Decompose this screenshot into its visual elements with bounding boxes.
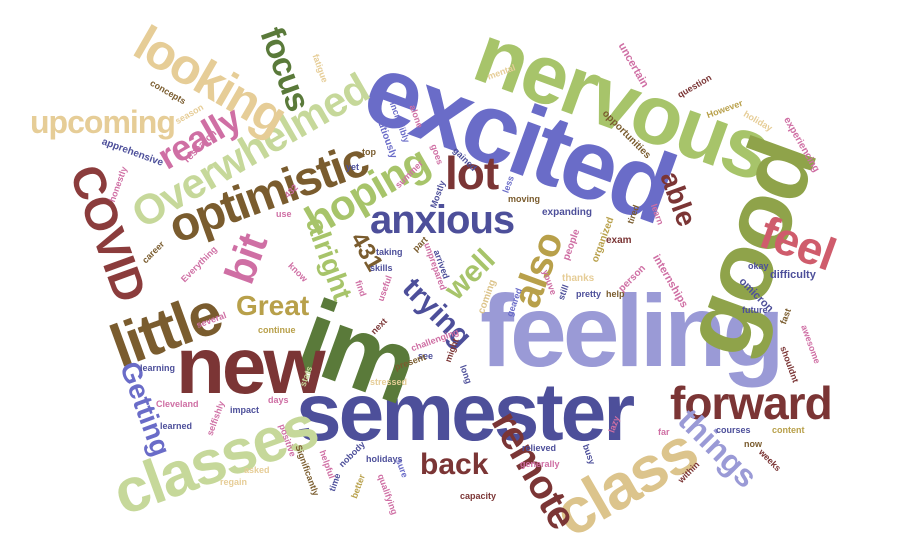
word-holidays: holidays bbox=[366, 454, 403, 464]
word-stressed: stressed bbox=[370, 377, 408, 387]
word-career: career bbox=[140, 239, 167, 266]
word-moving: moving bbox=[508, 194, 541, 204]
word-capacity: capacity bbox=[460, 491, 497, 501]
word-fatigue: fatigue bbox=[310, 52, 330, 84]
word-impact: impact bbox=[230, 405, 260, 415]
word-new: new bbox=[176, 321, 326, 410]
word-help: help bbox=[606, 289, 625, 299]
word-getting: Getting bbox=[114, 357, 177, 461]
word-skills: skills bbox=[370, 263, 393, 273]
word-people: people bbox=[560, 227, 583, 262]
word-future: future bbox=[742, 305, 768, 315]
word-continue: continue bbox=[258, 325, 296, 335]
word-far: far bbox=[658, 427, 670, 437]
word-know: know bbox=[286, 260, 310, 284]
word-great: Great bbox=[236, 290, 310, 321]
word-forward: forward bbox=[670, 377, 833, 429]
word-now: now bbox=[744, 439, 762, 449]
word-okay: okay bbox=[748, 261, 769, 271]
word-see: see bbox=[418, 351, 434, 361]
word-sure: sure bbox=[394, 457, 410, 479]
word-exam: exam bbox=[606, 235, 632, 246]
word-taking: taking bbox=[376, 247, 403, 257]
word-difficulty: difficulty bbox=[770, 269, 816, 281]
word-yet: yet bbox=[346, 162, 360, 172]
word-feeling: feeling bbox=[480, 274, 785, 388]
word-qualifying: qualifying bbox=[375, 472, 400, 517]
word-use: use bbox=[276, 209, 292, 219]
word-covid: COVID bbox=[59, 158, 157, 308]
word-thanks: thanks bbox=[562, 273, 595, 284]
word-useful: useful bbox=[375, 274, 395, 303]
word-top: top bbox=[362, 147, 376, 157]
word-awesome: awesome bbox=[799, 323, 823, 366]
word-fast: fast bbox=[778, 307, 793, 326]
word-lot: lot bbox=[445, 147, 499, 199]
word-cleveland: Cleveland bbox=[156, 399, 199, 409]
word-pretty: pretty bbox=[576, 289, 602, 299]
word-learning: learning bbox=[140, 363, 176, 373]
word-courses: courses bbox=[716, 425, 751, 435]
word-regain: regain bbox=[220, 477, 248, 487]
word-asked: asked bbox=[244, 465, 270, 475]
word-learned: learned bbox=[160, 421, 193, 431]
word-anxious: anxious bbox=[370, 198, 515, 242]
word-better: better bbox=[349, 472, 368, 500]
word-expanding: expanding bbox=[542, 207, 593, 218]
word-bit: bit bbox=[215, 228, 277, 290]
word-semester: semester bbox=[296, 367, 635, 458]
word-back: back bbox=[420, 448, 489, 481]
word-content: content bbox=[772, 425, 805, 435]
word-upcoming: upcoming bbox=[30, 104, 176, 140]
word-days: days bbox=[268, 395, 289, 405]
word-generally: generally bbox=[520, 459, 560, 469]
word-relieved: relieved bbox=[522, 443, 557, 453]
